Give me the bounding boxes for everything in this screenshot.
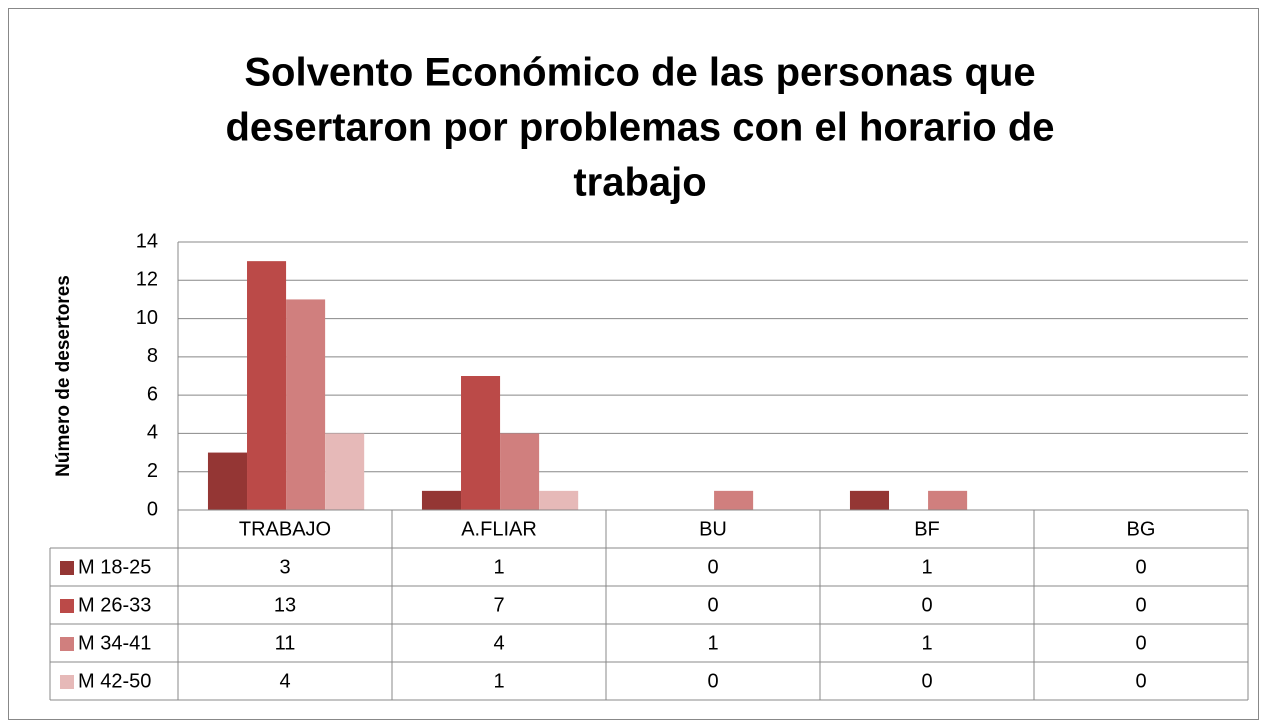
y-tick-label: 2: [147, 460, 158, 482]
legend-label: M 18-25: [78, 556, 151, 578]
table-value: 0: [1135, 670, 1146, 692]
bar: [325, 433, 365, 510]
y-tick-label: 0: [147, 498, 158, 520]
table-value: 1: [707, 632, 718, 654]
legend-label: M 34-41: [78, 632, 151, 654]
table-value: 0: [707, 594, 718, 616]
table-value: 0: [921, 670, 932, 692]
bar: [714, 490, 754, 510]
chart-border: [8, 8, 1259, 720]
table-value: 4: [279, 670, 290, 692]
x-tick-label: BU: [699, 518, 727, 540]
legend-swatch: [60, 637, 74, 651]
y-tick-label: 6: [147, 383, 158, 405]
table-value: 4: [493, 632, 504, 654]
table-value: 0: [707, 670, 718, 692]
table-value: 11: [275, 632, 296, 654]
x-tick-label: BG: [1127, 518, 1156, 540]
bar: [539, 490, 579, 510]
bar: [928, 490, 968, 510]
chart-title: trabajo: [573, 161, 706, 205]
y-tick-label: 10: [136, 307, 158, 329]
legend-swatch: [60, 561, 74, 575]
table-value: 0: [921, 594, 932, 616]
bar: [500, 433, 540, 510]
table-value: 1: [921, 632, 932, 654]
legend-label: M 26-33: [78, 594, 151, 616]
table-value: 1: [493, 670, 504, 692]
table-value: 0: [707, 556, 718, 578]
bar: [421, 490, 462, 510]
legend-swatch: [60, 599, 74, 613]
x-tick-label: TRABAJO: [239, 518, 331, 540]
bar: [286, 299, 326, 510]
table-value: 3: [279, 556, 290, 578]
chart-title: desertaron por problemas con el horario …: [225, 106, 1054, 150]
bar: [461, 376, 501, 510]
y-tick-label: 8: [147, 345, 158, 367]
y-axis-label: Número de desertores: [53, 275, 74, 477]
bar: [247, 261, 287, 510]
table-value: 0: [1135, 632, 1146, 654]
table-value: 0: [1135, 556, 1146, 578]
table-value: 1: [493, 556, 504, 578]
bar: [207, 452, 248, 510]
y-tick-label: 4: [147, 422, 158, 444]
chart-title: Solvento Económico de las personas que: [244, 51, 1035, 95]
y-tick-label: 12: [136, 269, 158, 291]
bar: [849, 490, 890, 510]
y-tick-label: 14: [136, 230, 158, 252]
x-tick-label: BF: [914, 518, 940, 540]
legend-label: M 42-50: [78, 670, 151, 692]
table-value: 13: [274, 594, 296, 616]
legend-swatch: [60, 675, 74, 689]
table-value: 1: [921, 556, 932, 578]
x-tick-label: A.FLIAR: [461, 518, 537, 540]
table-value: 7: [493, 594, 504, 616]
table-value: 0: [1135, 594, 1146, 616]
